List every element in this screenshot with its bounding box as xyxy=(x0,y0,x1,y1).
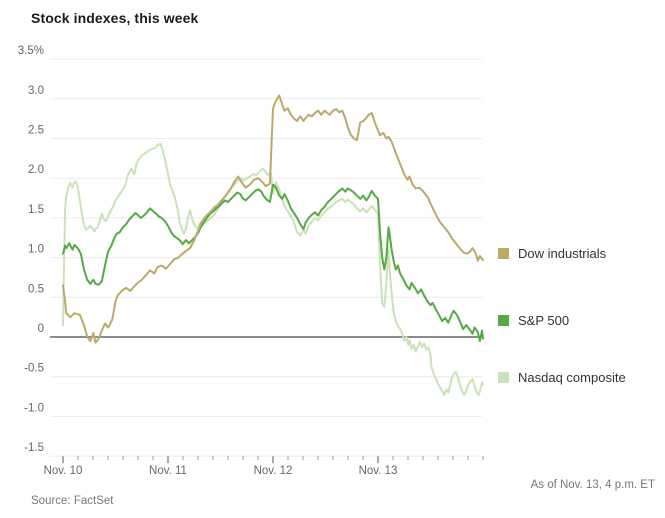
nasdaq-swatch-icon xyxy=(498,372,509,383)
legend-label-dow: Dow industrials xyxy=(518,246,607,261)
series-line-s-p-500 xyxy=(62,183,484,342)
y-axis-tick-label: -1.5 xyxy=(24,442,44,454)
source-attribution: Source: FactSet xyxy=(31,495,114,507)
y-axis-tick-label: -1.0 xyxy=(24,402,44,414)
legend-label-nasdaq: Nasdaq composite xyxy=(518,370,626,385)
y-axis-tick-label: 1.5 xyxy=(28,204,44,216)
y-axis-tick-label: 1.0 xyxy=(28,244,44,256)
y-axis-tick-label: 2.5 xyxy=(28,125,44,137)
y-axis-tick-label: 3.5% xyxy=(18,45,44,57)
x-axis-tick-label: Nov. 12 xyxy=(254,465,293,477)
y-axis-tick-label: 3.0 xyxy=(28,85,44,97)
legend-label-sp500: S&P 500 xyxy=(518,313,570,328)
x-axis-tick-label: Nov. 11 xyxy=(149,465,187,477)
y-axis-tick-label: 2.0 xyxy=(28,164,44,176)
legend-item-sp500: S&P 500 xyxy=(498,313,569,328)
x-axis-tick-label: Nov. 10 xyxy=(44,465,83,477)
series-line-nasdaq-composite xyxy=(62,143,484,396)
y-axis-tick-label: -0.5 xyxy=(24,363,44,375)
x-axis-tick-label: Nov. 13 xyxy=(359,465,398,477)
sp500-swatch-icon xyxy=(498,315,509,326)
y-axis-tick-label: 0.5 xyxy=(28,283,44,295)
legend-item-dow: Dow industrials xyxy=(498,246,606,261)
dow-swatch-icon xyxy=(498,248,509,259)
y-axis-tick-label: 0 xyxy=(38,323,44,335)
page-title: Stock indexes, this week xyxy=(31,10,199,26)
as-of-timestamp: As of Nov. 13, 4 p.m. ET xyxy=(530,479,655,491)
legend-item-nasdaq: Nasdaq composite xyxy=(498,370,626,385)
series-line-dow-industrials xyxy=(62,94,484,344)
